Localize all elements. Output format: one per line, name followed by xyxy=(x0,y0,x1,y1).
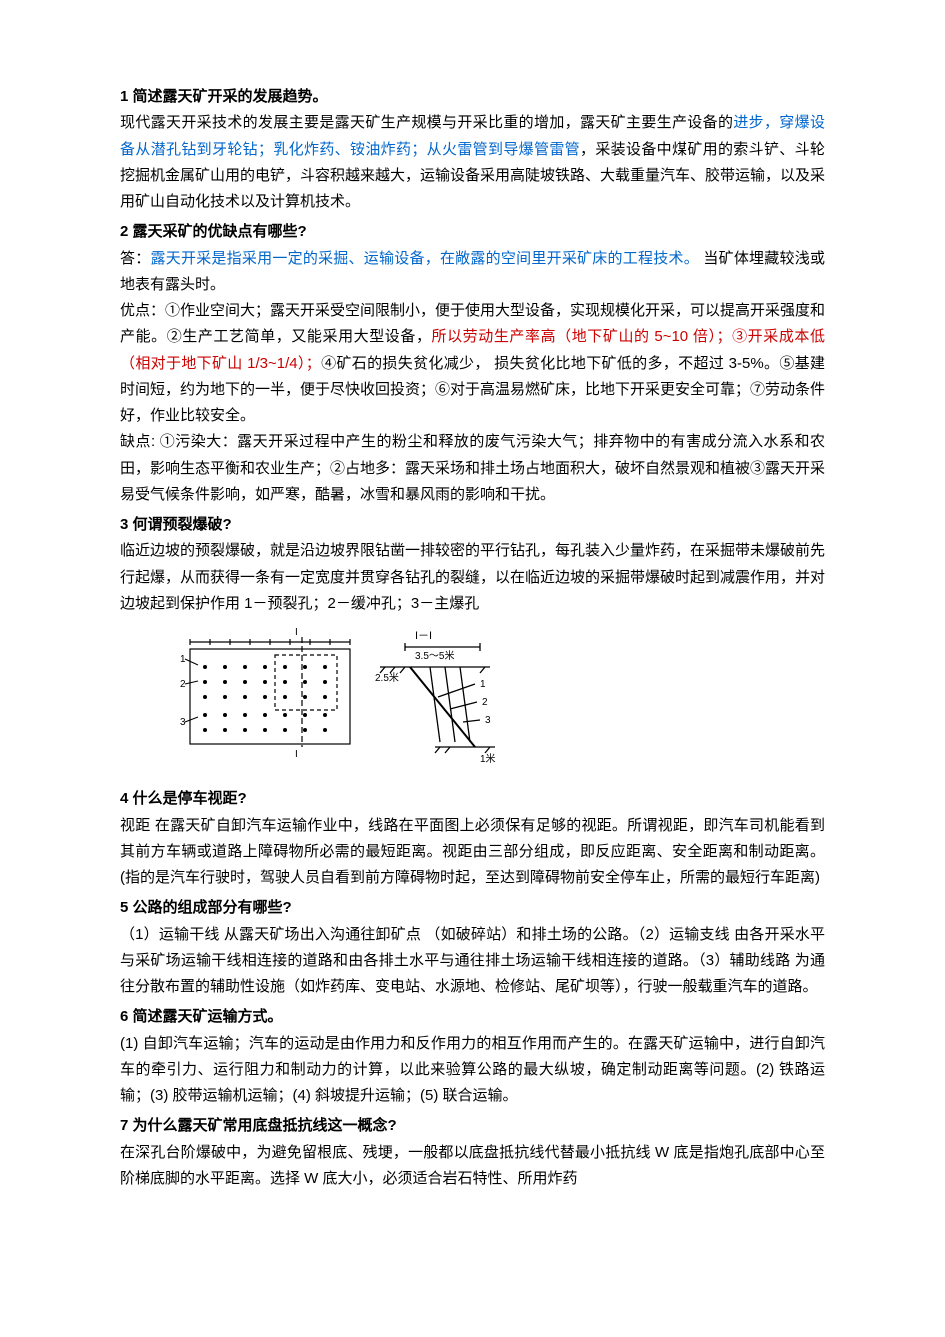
q7-heading: 7 为什么露天矿常用底盘抵抗线这一概念? xyxy=(120,1113,825,1139)
diagram-dim-3: 1米 xyxy=(480,752,496,765)
q1-text-1: 现代露天开采技术的发展主要是露天矿生产规模与开采比重的增加，露天矿主要生产设备的 xyxy=(120,114,733,131)
diagram-leader-2: 2 xyxy=(180,679,186,690)
q2-heading: 2 露天采矿的优缺点有哪些? xyxy=(120,219,825,245)
q4-heading: 4 什么是停车视距? xyxy=(120,786,825,812)
diagram-section-label: I－I xyxy=(415,630,432,642)
blasting-diagram: I I 1 2 3 I－I 3.5～5米 2.5米 xyxy=(180,627,825,776)
diagram-dim-2: 2.5米 xyxy=(375,671,399,684)
q2-disadvantages: 缺点: ①污染大：露天开采过程中产生的粉尘和释放的废气污染大气；排弃物中的有害成… xyxy=(120,429,825,508)
q3-heading: 3 何谓预裂爆破? xyxy=(120,512,825,538)
q2-ans-label: 答： xyxy=(120,250,150,267)
q2-advantages: 优点：①作业空间大；露天开采受空间限制小，便于使用大型设备，实现规模化开采，可以… xyxy=(120,298,825,429)
diagram-right-1: 1 xyxy=(480,679,486,690)
q5-heading: 5 公路的组成部分有哪些? xyxy=(120,895,825,921)
q1-body: 现代露天开采技术的发展主要是露天矿生产规模与开采比重的增加，露天矿主要生产设备的… xyxy=(120,110,825,215)
q3-body: 临近边坡的预裂爆破，就是沿边坡界限钻凿一排较密的平行钻孔，每孔装入少量炸药，在采… xyxy=(120,538,825,617)
q2-blue: 露天开采是指采用一定的采掘、运输设备，在敞露的空间里开采矿床的工程技术。 xyxy=(150,250,698,267)
diagram-right-3: 3 xyxy=(485,715,491,726)
diagram-right-2: 2 xyxy=(482,697,488,708)
q6-heading: 6 简述露天矿运输方式。 xyxy=(120,1004,825,1030)
diagram-dim-1: 3.5～5米 xyxy=(415,649,454,662)
q5-body: （1）运输干线 从露天矿场出入沟通往卸矿点 （如破碎站）和排土场的公路。（2）运… xyxy=(120,922,825,1001)
diagram-label-section-bot: I xyxy=(295,749,298,760)
diagram-label-section-top: I xyxy=(295,627,298,638)
diagram-leader-3: 3 xyxy=(180,717,186,728)
q2-answer: 答：露天开采是指采用一定的采掘、运输设备，在敞露的空间里开采矿床的工程技术。 当… xyxy=(120,246,825,299)
q6-body: (1) 自卸汽车运输；汽车的运动是由作用力和反作用力的相互作用而产生的。在露天矿… xyxy=(120,1031,825,1110)
q7-body: 在深孔台阶爆破中，为避免留根底、残埂，一般都以底盘抵抗线代替最小抵抗线 W 底是… xyxy=(120,1140,825,1193)
q1-heading: 1 简述露天矿开采的发展趋势。 xyxy=(120,84,825,110)
q4-body: 视距 在露天矿自卸汽车运输作业中，线路在平面图上必须保有足够的视距。所谓视距，即… xyxy=(120,813,825,892)
